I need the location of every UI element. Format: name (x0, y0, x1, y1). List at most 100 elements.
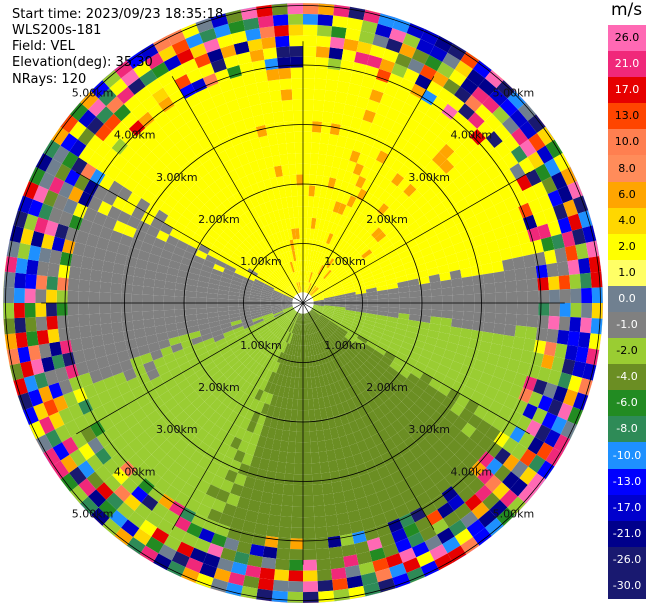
range-gate (246, 420, 257, 433)
range-gate (343, 38, 359, 52)
range-gate (337, 391, 347, 403)
range-gate (3, 287, 4, 303)
range-gate (147, 181, 162, 196)
range-gate (35, 153, 44, 167)
range-gate (108, 180, 124, 196)
range-gate (195, 303, 207, 309)
range-gate (375, 23, 393, 39)
range-gate (75, 230, 90, 245)
range-gate (265, 279, 277, 287)
range-gate (482, 410, 498, 426)
range-gate (403, 68, 420, 84)
range-gate (213, 333, 225, 343)
range-gate (291, 196, 298, 208)
range-gate (97, 390, 113, 406)
range-gate (334, 309, 345, 315)
range-gate (371, 329, 383, 338)
range-gate (167, 417, 182, 432)
range-gate (366, 291, 378, 297)
range-gate (306, 282, 311, 293)
range-gate (427, 359, 440, 372)
range-gate (13, 380, 18, 396)
range-gate (305, 345, 309, 357)
range-gate (260, 253, 270, 264)
range-gate (415, 491, 432, 508)
range-gate (181, 58, 199, 74)
range-gate (269, 449, 280, 462)
range-gate (217, 310, 229, 317)
range-gate (281, 318, 290, 328)
range-gate (399, 303, 411, 309)
start-time-label: Start time: 2023/09/23 18:35:18 (12, 7, 224, 22)
range-gate (264, 369, 273, 382)
range-gate (240, 213, 251, 226)
range-label: 4.00km (451, 129, 493, 142)
range-gate (287, 581, 303, 593)
range-gate (195, 297, 207, 303)
range-gate (519, 121, 537, 140)
range-gate (570, 288, 582, 303)
range-gate (472, 320, 485, 332)
range-gate (297, 313, 301, 324)
range-gate (132, 183, 148, 198)
range-gate (85, 233, 100, 248)
range-gate (47, 262, 60, 278)
range-gate (441, 195, 456, 210)
range-gate (78, 303, 90, 315)
range-gate (309, 430, 318, 443)
range-gate (437, 462, 454, 478)
range-gate (452, 174, 468, 190)
range-gate (345, 374, 356, 387)
range-gate (349, 520, 364, 534)
range-gate (309, 366, 315, 378)
range-gate (601, 318, 603, 335)
range-gate (168, 336, 181, 347)
range-gate (194, 209, 208, 223)
range-gate (209, 325, 222, 333)
range-gate (418, 276, 430, 285)
range-gate (287, 287, 296, 296)
range-gate (319, 230, 327, 242)
range-gate (266, 189, 276, 202)
range-gate (293, 283, 299, 294)
range-gate (493, 390, 509, 406)
range-gate (249, 300, 261, 303)
range-gate (326, 144, 337, 157)
range-gate (224, 333, 237, 342)
range-gate (323, 294, 335, 299)
range-gate (24, 317, 37, 333)
range-gate (83, 383, 98, 399)
range-gate (265, 236, 274, 248)
range-gate (342, 316, 354, 323)
range-gate (180, 576, 196, 584)
range-gate (339, 59, 355, 73)
range-gate (352, 486, 366, 500)
range-gate (338, 240, 348, 252)
range-gate (321, 312, 332, 320)
range-gate (272, 221, 280, 234)
range-gate (291, 228, 297, 240)
range-gate (469, 368, 483, 382)
range-gate (41, 233, 55, 250)
range-gate (226, 527, 243, 541)
range-gate (158, 493, 175, 510)
range-gate (347, 83, 362, 97)
range-gate (345, 303, 357, 306)
range-gate (409, 83, 427, 99)
range-gate (43, 452, 52, 467)
range-gate (163, 295, 175, 303)
range-gate (145, 470, 162, 487)
range-gate (249, 233, 259, 245)
range-gate (324, 271, 334, 281)
range-gate (352, 279, 365, 287)
range-gate (557, 372, 572, 390)
range-gate (349, 420, 360, 433)
range-gate (525, 419, 542, 437)
range-gate (28, 166, 36, 182)
range-gate (145, 119, 162, 136)
range-gate (371, 159, 384, 174)
range-gate (83, 244, 97, 259)
range-gate (386, 249, 399, 260)
range-gate (362, 109, 376, 124)
range-gate (289, 377, 296, 389)
